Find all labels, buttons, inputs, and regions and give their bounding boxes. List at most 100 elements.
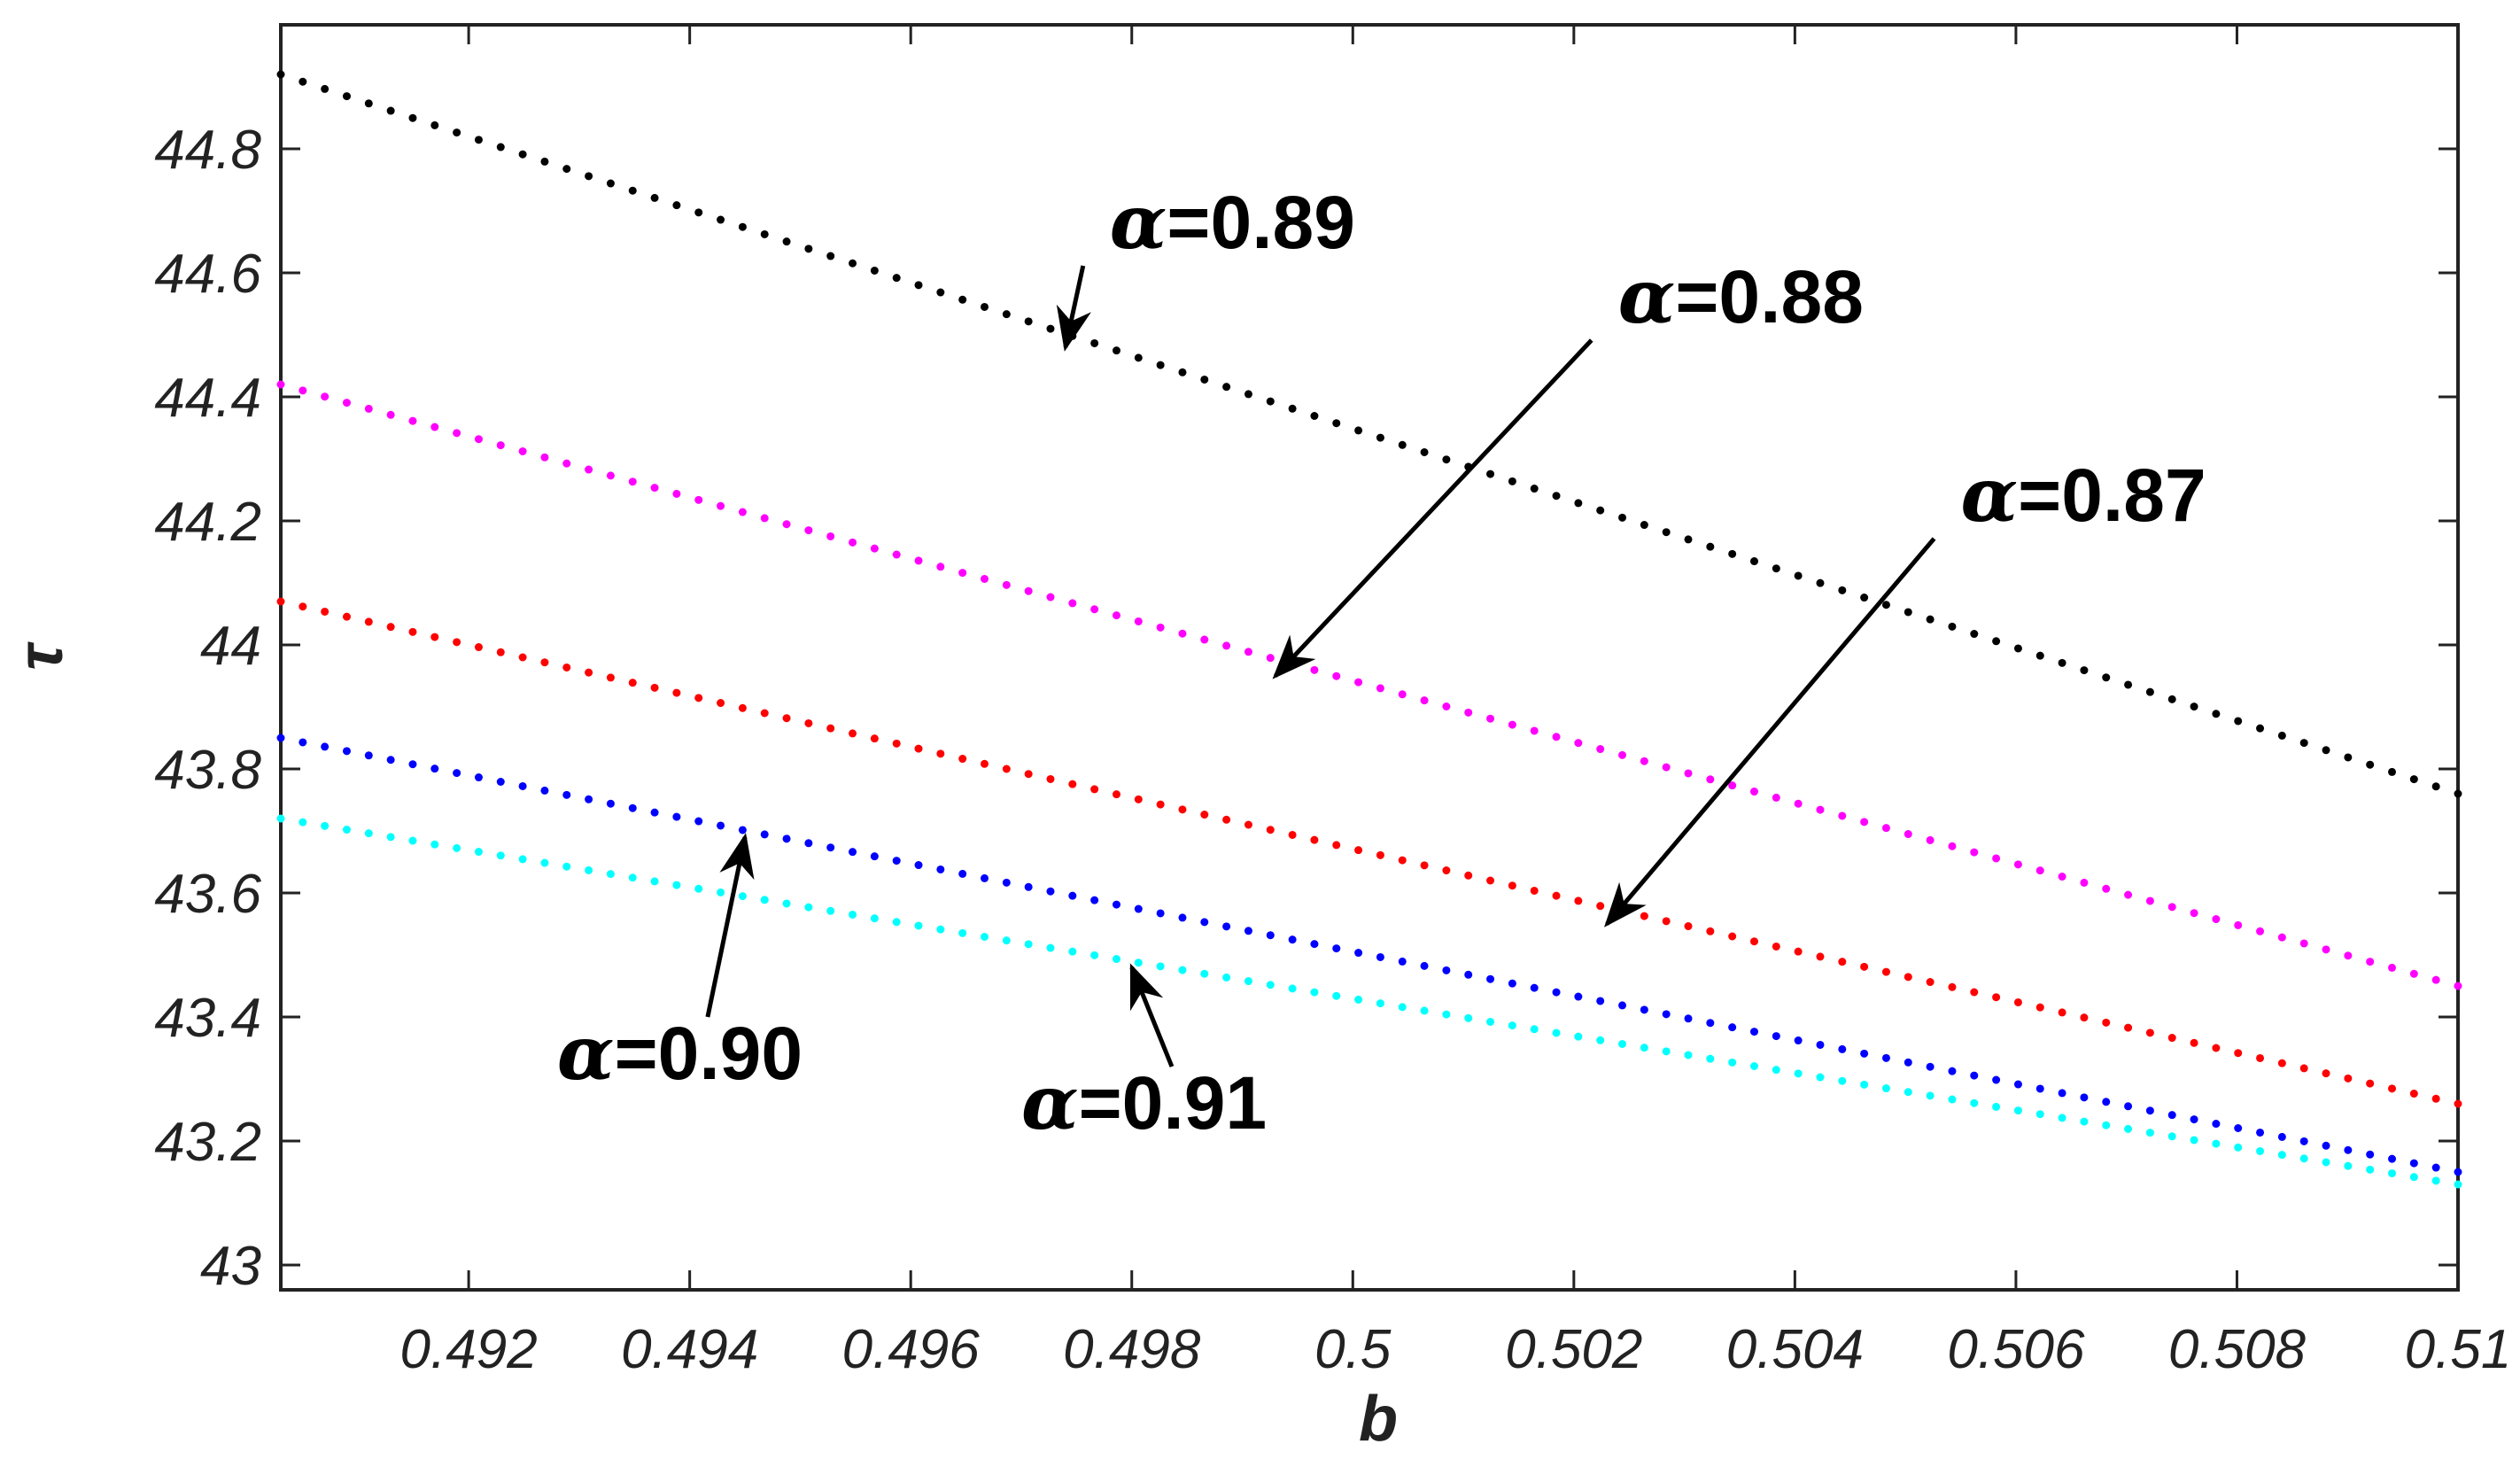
- data-point: [2256, 1053, 2265, 1062]
- data-point: [1112, 346, 1120, 355]
- data-point: [408, 113, 417, 122]
- data-point: [1618, 1001, 1627, 1010]
- data-point: [958, 295, 967, 304]
- alpha-symbol: α: [1021, 1059, 1079, 1146]
- data-point: [914, 281, 923, 290]
- data-point: [1486, 1017, 1495, 1026]
- data-point: [1881, 1053, 1890, 1062]
- data-point: [1112, 611, 1120, 620]
- data-point: [1970, 988, 1979, 997]
- data-point: [386, 410, 395, 419]
- data-point: [804, 718, 813, 727]
- data-point: [1222, 973, 1231, 982]
- data-point: [1200, 811, 1209, 819]
- data-point: [1860, 1080, 1869, 1089]
- data-point: [849, 729, 857, 738]
- data-point: [540, 858, 549, 867]
- data-point: [2277, 1132, 2286, 1141]
- data-point: [1178, 913, 1187, 922]
- data-point: [782, 834, 791, 843]
- data-point: [474, 435, 483, 444]
- data-point: [1970, 848, 1979, 857]
- data-point: [2366, 1079, 2375, 1088]
- data-point: [1002, 936, 1011, 945]
- data-point: [2234, 1143, 2243, 1152]
- data-point: [1706, 927, 1715, 935]
- annotation-label: α=0.89: [1110, 178, 1355, 266]
- data-point: [518, 653, 527, 662]
- data-point: [958, 928, 967, 937]
- data-point: [2035, 651, 2044, 660]
- data-point: [1420, 696, 1429, 705]
- data-point: [2256, 1146, 2265, 1155]
- data-point: [2167, 903, 2176, 912]
- data-point: [2388, 1084, 2397, 1093]
- data-point: [1926, 1091, 1935, 1100]
- data-point: [1420, 448, 1429, 457]
- data-point: [1178, 629, 1187, 638]
- data-point: [342, 826, 351, 834]
- data-point: [518, 855, 527, 864]
- data-point: [1749, 788, 1758, 796]
- data-point: [892, 739, 901, 748]
- data-point: [1794, 1036, 1803, 1045]
- annotation-arrow: [1272, 338, 1593, 679]
- data-point: [981, 574, 989, 583]
- data-point: [1508, 477, 1516, 485]
- data-point: [1112, 900, 1120, 909]
- data-point: [1948, 982, 1957, 991]
- data-point: [2167, 1132, 2176, 1141]
- data-point: [1134, 795, 1143, 803]
- data-point: [870, 914, 879, 923]
- data-point: [1684, 769, 1693, 778]
- data-point: [1112, 790, 1120, 799]
- data-point: [1332, 991, 1341, 1000]
- data-point: [299, 386, 307, 395]
- data-point: [1486, 470, 1495, 478]
- data-point: [1816, 1040, 1825, 1049]
- data-point: [672, 201, 681, 210]
- data-point: [496, 777, 505, 786]
- data-point: [1881, 824, 1890, 833]
- data-point: [2366, 1150, 2375, 1159]
- data-point: [2431, 782, 2440, 791]
- data-point: [914, 556, 923, 565]
- series-group: [276, 70, 2462, 1189]
- data-point: [1596, 745, 1605, 754]
- data-point: [1398, 856, 1407, 865]
- data-point: [2409, 775, 2418, 784]
- y-axis-label: τ: [5, 641, 76, 671]
- data-point: [1420, 1006, 1429, 1015]
- data-point: [1244, 977, 1252, 986]
- y-tick-label: 44.2: [154, 492, 261, 553]
- data-point: [2277, 731, 2286, 740]
- data-point: [1486, 876, 1495, 885]
- data-point: [540, 786, 549, 795]
- data-point: [474, 773, 483, 782]
- data-point: [2058, 1089, 2066, 1098]
- annotation-label: α=0.88: [1618, 252, 1864, 340]
- data-point: [342, 747, 351, 756]
- data-point: [1200, 969, 1209, 978]
- data-point: [849, 910, 857, 919]
- data-point: [650, 808, 659, 817]
- data-point: [2299, 739, 2308, 748]
- x-axis-label: b: [1359, 1384, 1398, 1455]
- data-point: [1464, 871, 1473, 880]
- data-point: [2431, 1176, 2440, 1185]
- data-point: [672, 881, 681, 889]
- data-point: [364, 404, 373, 413]
- data-point: [2190, 1136, 2198, 1145]
- data-point: [1794, 799, 1803, 808]
- data-point: [1266, 981, 1275, 990]
- data-point: [1926, 1062, 1935, 1071]
- data-point: [2366, 1165, 2375, 1174]
- data-point: [958, 869, 967, 878]
- data-point: [540, 453, 549, 462]
- data-point: [672, 489, 681, 498]
- annotation-label: α=0.91: [1021, 1059, 1267, 1146]
- data-point: [1332, 419, 1341, 428]
- data-point: [1662, 1010, 1671, 1019]
